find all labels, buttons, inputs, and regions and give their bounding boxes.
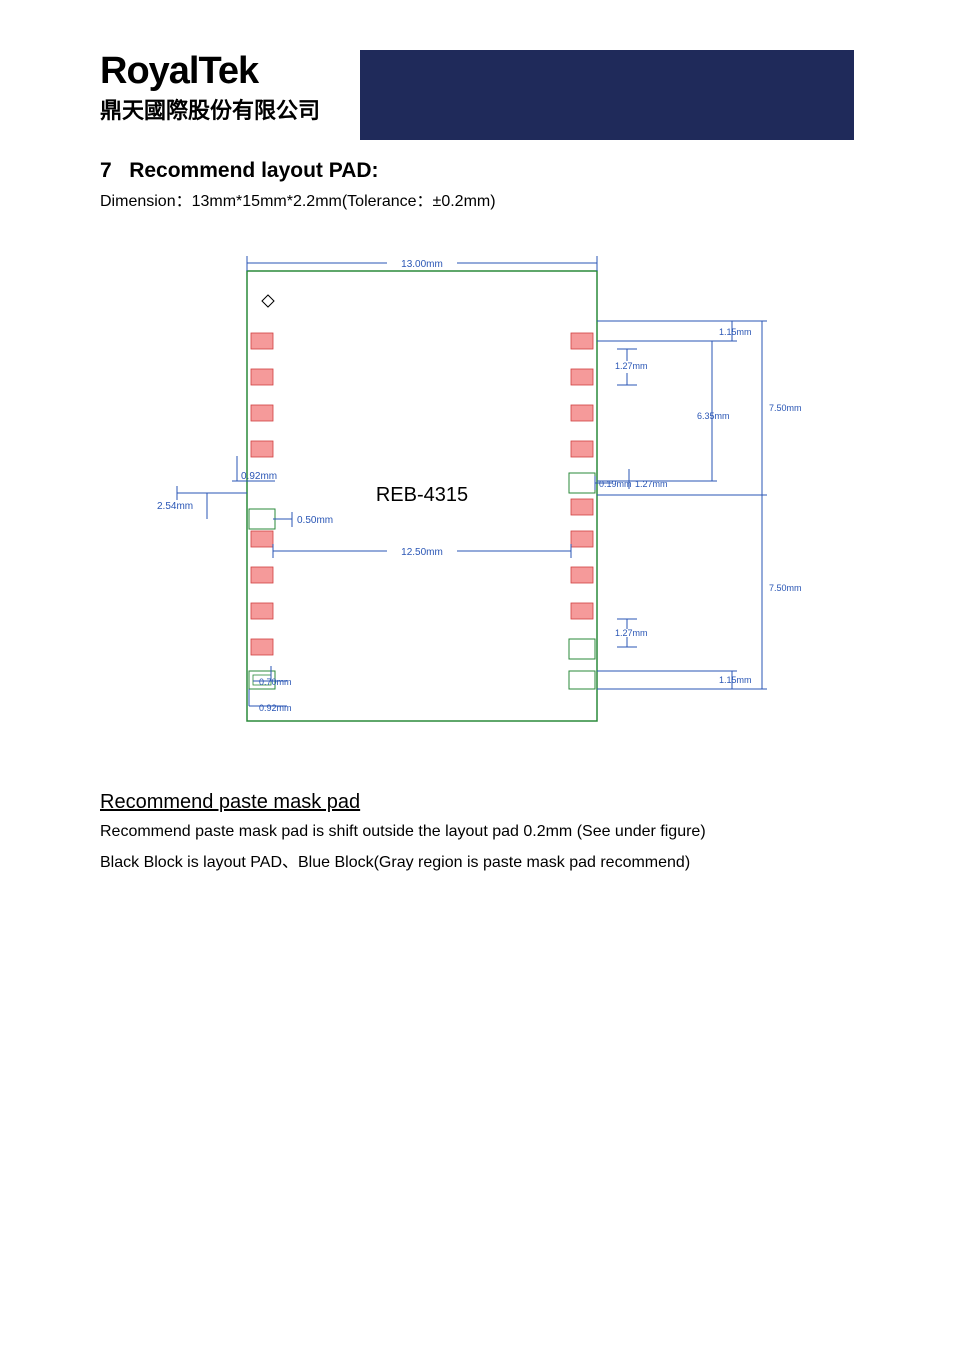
svg-text:13.00mm: 13.00mm (401, 259, 443, 270)
svg-text:7.50mm: 7.50mm (769, 583, 802, 593)
logo-block: RoyalTek 鼎天國際股份有限公司 (100, 50, 854, 131)
section-title: 7 Recommend layout PAD: (100, 159, 854, 183)
svg-text:0.50mm: 0.50mm (297, 515, 333, 526)
svg-text:1.27mm: 1.27mm (615, 361, 648, 371)
svg-text:0.70mm: 0.70mm (259, 677, 292, 687)
svg-text:1.27mm: 1.27mm (615, 628, 648, 638)
dimension-text: Dimension：13mm*15mm*2.2mm(Tolerance：±0.2… (100, 187, 854, 211)
paste-mask-line2: Black Block is layout PAD、Blue Block(Gra… (100, 849, 854, 876)
paste-mask-line1: Recommend paste mask pad is shift outsid… (100, 818, 854, 845)
layout-pad-diagram: 13.00mm 12.50mm 2.54mm 0.92mm (137, 241, 817, 741)
svg-text:1.15mm: 1.15mm (719, 675, 752, 685)
svg-text:12.50mm: 12.50mm (401, 547, 443, 558)
svg-text:6.35mm: 6.35mm (697, 411, 730, 421)
logo-chinese: 鼎天國際股份有限公司 (100, 93, 854, 125)
section-heading: Recommend layout PAD: (129, 159, 378, 182)
svg-text:7.50mm: 7.50mm (769, 403, 802, 413)
svg-text:0.92mm: 0.92mm (259, 703, 292, 713)
svg-text:REB-4315: REB-4315 (376, 484, 468, 506)
logo-english: RoyalTek (100, 50, 854, 93)
section-number: 7 (100, 159, 112, 182)
paste-mask-title: Recommend paste mask pad (100, 791, 854, 814)
svg-text:2.54mm: 2.54mm (157, 501, 193, 512)
svg-text:1.15mm: 1.15mm (719, 327, 752, 337)
svg-text:0.92mm: 0.92mm (241, 471, 277, 482)
